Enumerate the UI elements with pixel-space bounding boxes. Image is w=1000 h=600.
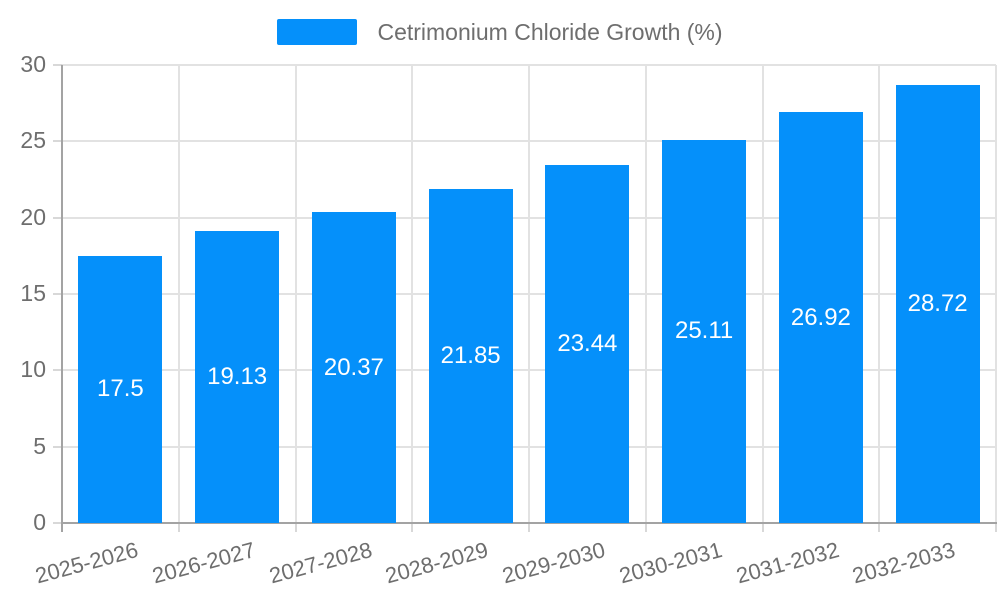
bar-value-label: 21.85 — [440, 342, 501, 370]
x-axis-tick — [177, 523, 180, 532]
y-axis-tick — [53, 522, 62, 524]
y-axis-tick — [53, 293, 62, 295]
y-axis-line — [61, 65, 63, 532]
y-axis-tick-label: 0 — [33, 508, 46, 535]
x-axis-tick — [761, 523, 764, 532]
x-axis-tick-label: 2031-2032 — [733, 537, 842, 589]
bar-value-label: 28.72 — [907, 289, 968, 317]
bar-value-label: 19.13 — [207, 362, 268, 390]
y-axis-tick-label: 30 — [20, 50, 46, 77]
x-axis-tick — [878, 523, 881, 532]
legend-swatch — [277, 19, 358, 45]
gridline-vertical — [995, 65, 997, 523]
gridline-vertical — [878, 65, 881, 523]
y-axis-tick-label: 25 — [20, 127, 46, 154]
x-axis-tick — [644, 523, 647, 532]
bar[interactable] — [428, 189, 513, 523]
x-axis-tick — [995, 523, 997, 532]
x-axis-tick-label: 2028-2029 — [382, 537, 492, 589]
y-axis-tick — [53, 140, 62, 143]
bar[interactable] — [545, 165, 630, 523]
y-axis-tick-label: 10 — [20, 356, 46, 383]
bar[interactable] — [195, 230, 280, 523]
y-axis-tick-label: 20 — [20, 203, 46, 230]
y-axis-tick — [53, 64, 62, 66]
gridline-vertical — [294, 65, 297, 523]
gridline-vertical — [761, 65, 764, 523]
x-axis-tick — [411, 523, 414, 532]
gridline-vertical — [644, 65, 647, 523]
x-axis-tick — [528, 523, 530, 532]
y-axis-tick — [53, 369, 62, 372]
bar[interactable] — [311, 212, 396, 523]
bar[interactable] — [778, 112, 863, 523]
bar[interactable] — [662, 139, 747, 523]
y-axis-tick — [53, 445, 62, 448]
x-axis-tick-label: 2026-2027 — [149, 537, 258, 589]
legend[interactable]: Cetrimonium Chloride Growth (%) — [0, 19, 1000, 45]
bar[interactable] — [895, 84, 980, 523]
y-axis-tick-label: 5 — [33, 432, 46, 459]
gridline-vertical — [528, 65, 530, 523]
x-axis-tick-label: 2029-2030 — [499, 537, 608, 589]
x-axis-tick-label: 2030-2031 — [616, 537, 725, 589]
x-axis-tick-label: 2025-2026 — [32, 537, 141, 589]
y-axis-tick-label: 15 — [20, 279, 46, 306]
x-axis-tick — [294, 523, 297, 532]
bar-value-label: 20.37 — [323, 353, 384, 381]
x-axis-line — [61, 522, 997, 524]
y-axis-tick — [53, 216, 62, 219]
gridline-vertical — [411, 65, 414, 523]
gridline-vertical — [177, 65, 180, 523]
bar-value-label: 25.11 — [674, 317, 734, 345]
bar-value-label: 23.44 — [557, 330, 618, 358]
bar-value-label: 26.92 — [790, 303, 851, 331]
bar[interactable] — [78, 255, 163, 523]
bar-value-label: 17.5 — [97, 375, 144, 403]
legend-label: Cetrimonium Chloride Growth (%) — [377, 19, 723, 45]
x-axis-tick-label: 2032-2033 — [849, 537, 959, 589]
x-axis-tick-label: 2027-2028 — [266, 537, 375, 589]
